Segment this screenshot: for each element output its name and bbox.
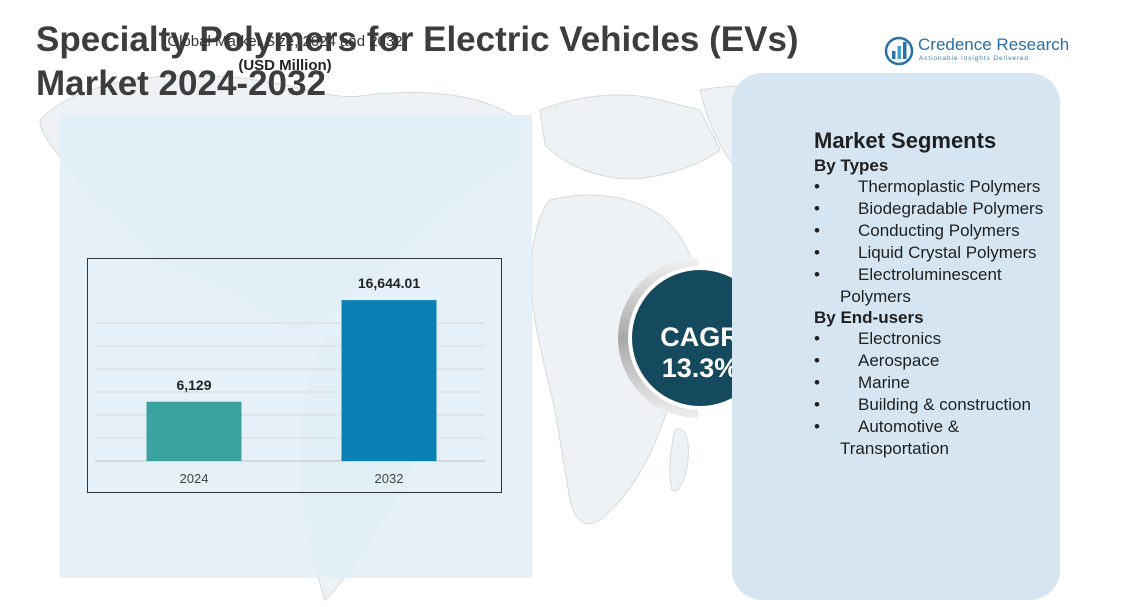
segment-item-label: Conducting Polymers <box>858 221 1020 240</box>
market-segments: Market Segments By Types • Thermoplastic P… <box>814 128 1064 460</box>
credence-research-logo: Credence Research Actionable Insights De… <box>884 34 1074 68</box>
bullet-icon: • <box>814 243 820 262</box>
bullet-icon: • <box>814 221 820 240</box>
title-line-1: Specialty Polymers for Electric Vehicles… <box>36 20 799 59</box>
bullet-icon: • <box>814 329 820 348</box>
logo-name: Credence Research <box>918 35 1070 54</box>
segment-item-label: Aerospace <box>858 351 940 370</box>
segment-list: • Electronics • Aerospace • Marine • Building &… <box>814 328 1064 460</box>
segment-item-label: Electroluminescent Polymers <box>840 265 1002 306</box>
segments-panel <box>732 73 1060 600</box>
segment-item-label: Building & construction <box>858 395 1031 414</box>
segment-item: • Thermoplastic Polymers <box>814 176 1064 198</box>
segment-item-label: Electronics <box>858 329 942 348</box>
bullet-icon: • <box>814 395 820 414</box>
segment-item: • Biodegradable Polymers <box>814 198 1064 220</box>
segment-item: • Electronics <box>814 328 1064 350</box>
logo-tagline: Actionable Insights Delivered <box>919 55 1029 62</box>
segment-item: • Electroluminescent Polymers <box>814 264 1064 308</box>
segment-item: • Conducting Polymers <box>814 220 1064 242</box>
bullet-icon: • <box>814 199 820 218</box>
bar-2024 <box>146 401 242 461</box>
bullet-icon: • <box>814 177 820 196</box>
segment-item: • Building & construction <box>814 394 1064 416</box>
page-title: Specialty Polymers for Electric Vehicles… <box>36 18 856 106</box>
segment-item-label: Marine <box>858 373 910 392</box>
tick-label-2032: 2032 <box>375 471 404 486</box>
segment-item-label: Thermoplastic Polymers <box>858 177 1041 196</box>
bar-2032 <box>341 300 437 461</box>
data-label-2024: 6,129 <box>176 377 211 393</box>
bullet-icon: • <box>814 351 820 370</box>
bar-chart: 6,129 2024 16,644.01 2032 <box>87 258 502 493</box>
chart-frame <box>87 258 502 493</box>
segment-item-label: Biodegradable Polymers <box>858 199 1044 218</box>
chart-unit-label: (USD Million) <box>238 57 332 74</box>
bullet-icon: • <box>814 265 820 284</box>
segment-item: • Marine <box>814 372 1064 394</box>
segment-group-title: By End-users <box>814 308 924 327</box>
segment-group-title: By Types <box>814 156 889 175</box>
data-label-2032: 16,644.01 <box>358 275 420 291</box>
segment-item: • Aerospace <box>814 350 1064 372</box>
segment-item-label: Automotive & Transportation <box>840 417 960 458</box>
segment-list: • Thermoplastic Polymers • Biodegradable Po… <box>814 176 1064 308</box>
chart-bars <box>146 300 437 461</box>
cagr-value: 13.3% <box>662 353 739 383</box>
segment-item: • Automotive & Transportation <box>814 416 1064 460</box>
cagr-ring-arc <box>618 258 698 418</box>
chart-title: Global Market Size, 2024 and 2032 <box>167 33 403 50</box>
segment-item-label: Liquid Crystal Polymers <box>858 243 1037 262</box>
tick-label-2024: 2024 <box>180 471 209 486</box>
bar-chart-circle-icon <box>884 36 914 66</box>
segments-title: Market Segments <box>814 128 997 153</box>
bullet-icon: • <box>814 417 820 436</box>
segment-item: • Liquid Crystal Polymers <box>814 242 1064 264</box>
cagr-label: CAGR <box>660 322 740 352</box>
bullet-icon: • <box>814 373 820 392</box>
title-line-2: Market 2024-2032 <box>36 64 326 103</box>
chart-labels: 6,129 2024 16,644.01 2032 <box>176 275 420 486</box>
